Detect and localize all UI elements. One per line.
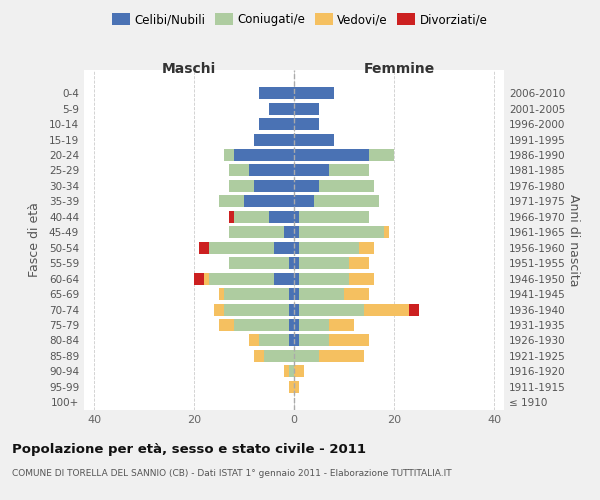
Bar: [294, 257, 299, 269]
Bar: [329, 334, 369, 346]
Text: COMUNE DI TORELLA DEL SANNIO (CB) - Dati ISTAT 1° gennaio 2011 - Elaborazione TU: COMUNE DI TORELLA DEL SANNIO (CB) - Dati…: [12, 468, 452, 477]
Bar: [294, 211, 299, 223]
Y-axis label: Anni di nascita: Anni di nascita: [566, 194, 580, 286]
Bar: [299, 319, 329, 331]
Bar: [259, 87, 294, 99]
Bar: [229, 211, 234, 223]
Bar: [229, 164, 249, 176]
Bar: [299, 334, 329, 346]
Bar: [269, 102, 294, 115]
Bar: [284, 226, 294, 238]
Bar: [234, 149, 294, 161]
Bar: [269, 211, 294, 223]
Text: Maschi: Maschi: [162, 62, 216, 76]
Bar: [359, 242, 374, 254]
Bar: [289, 319, 294, 331]
Bar: [289, 381, 294, 393]
Bar: [294, 180, 319, 192]
Bar: [199, 242, 209, 254]
Bar: [224, 304, 289, 316]
Bar: [299, 226, 384, 238]
Bar: [369, 149, 394, 161]
Bar: [294, 381, 299, 393]
Bar: [289, 257, 294, 269]
Bar: [294, 87, 334, 99]
Bar: [209, 272, 274, 284]
Bar: [284, 366, 289, 378]
Bar: [299, 242, 359, 254]
Bar: [264, 350, 294, 362]
Bar: [254, 134, 294, 145]
Bar: [249, 164, 294, 176]
Bar: [294, 102, 319, 115]
Bar: [224, 288, 289, 300]
Bar: [249, 334, 259, 346]
Bar: [299, 304, 364, 316]
Bar: [344, 288, 369, 300]
Bar: [274, 242, 294, 254]
Bar: [319, 180, 374, 192]
Bar: [224, 149, 234, 161]
Text: Popolazione per età, sesso e stato civile - 2011: Popolazione per età, sesso e stato civil…: [12, 442, 366, 456]
Bar: [294, 196, 314, 207]
Bar: [254, 350, 264, 362]
Bar: [229, 180, 254, 192]
Bar: [209, 242, 274, 254]
Bar: [289, 366, 294, 378]
Bar: [289, 304, 294, 316]
Bar: [294, 226, 299, 238]
Text: Femmine: Femmine: [364, 62, 434, 76]
Bar: [259, 118, 294, 130]
Bar: [294, 319, 299, 331]
Bar: [314, 196, 379, 207]
Bar: [254, 180, 294, 192]
Bar: [299, 211, 369, 223]
Bar: [229, 226, 284, 238]
Bar: [329, 319, 354, 331]
Bar: [229, 257, 289, 269]
Bar: [299, 257, 349, 269]
Bar: [409, 304, 419, 316]
Bar: [294, 350, 319, 362]
Bar: [289, 288, 294, 300]
Bar: [234, 211, 269, 223]
Bar: [194, 272, 204, 284]
Bar: [244, 196, 294, 207]
Bar: [294, 288, 299, 300]
Bar: [259, 334, 289, 346]
Bar: [204, 272, 209, 284]
Y-axis label: Fasce di età: Fasce di età: [28, 202, 41, 278]
Bar: [349, 272, 374, 284]
Bar: [294, 272, 299, 284]
Bar: [329, 164, 369, 176]
Bar: [364, 304, 409, 316]
Bar: [294, 164, 329, 176]
Legend: Celibi/Nubili, Coniugati/e, Vedovi/e, Divorziati/e: Celibi/Nubili, Coniugati/e, Vedovi/e, Di…: [107, 8, 493, 31]
Bar: [349, 257, 369, 269]
Bar: [289, 334, 294, 346]
Bar: [274, 272, 294, 284]
Bar: [294, 134, 334, 145]
Bar: [294, 149, 369, 161]
Bar: [234, 319, 289, 331]
Bar: [319, 350, 364, 362]
Bar: [294, 242, 299, 254]
Bar: [294, 118, 319, 130]
Bar: [299, 272, 349, 284]
Bar: [294, 304, 299, 316]
Bar: [299, 288, 344, 300]
Bar: [219, 319, 234, 331]
Bar: [294, 334, 299, 346]
Bar: [294, 366, 304, 378]
Bar: [214, 304, 224, 316]
Bar: [219, 288, 224, 300]
Bar: [219, 196, 244, 207]
Bar: [384, 226, 389, 238]
